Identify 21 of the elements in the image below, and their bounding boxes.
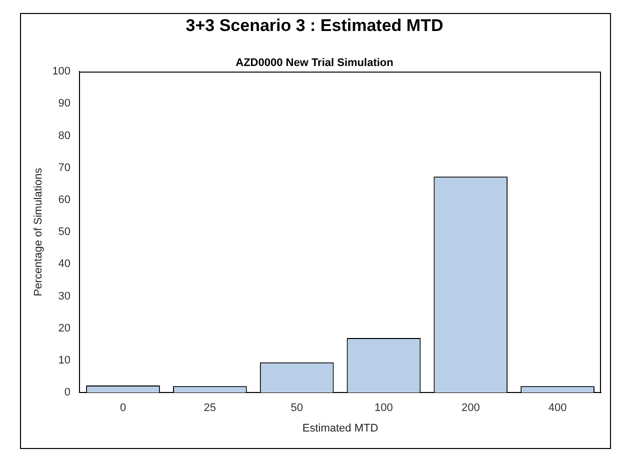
chart-title: 3+3 Scenario 3 : Estimated MTD (186, 16, 444, 35)
x-tick-label: 50 (290, 402, 303, 414)
x-tick-label: 100 (374, 402, 393, 414)
y-tick-label: 20 (58, 322, 71, 334)
y-axis-title: Percentage of Simulations (32, 167, 45, 296)
y-tick-label: 70 (58, 162, 71, 174)
y-tick-label: 10 (58, 354, 71, 367)
x-axis-title: Estimated MTD (302, 422, 378, 434)
y-tick-label: 60 (58, 194, 71, 206)
x-tick-label: 200 (461, 402, 480, 414)
x-tick-label: 0 (120, 402, 126, 414)
chart-subtitle: AZD0000 New Trial Simulation (236, 57, 394, 70)
y-tick-label: 30 (58, 290, 71, 302)
y-tick-label: 50 (58, 226, 71, 238)
x-tick-label: 25 (204, 402, 216, 414)
y-tick-label: 0 (64, 386, 71, 399)
y-tick-label: 100 (52, 66, 71, 78)
y-tick-label: 40 (58, 258, 71, 270)
y-tick-label: 90 (58, 98, 71, 110)
y-tick-label: 80 (58, 130, 71, 142)
x-tick-label: 400 (548, 402, 567, 414)
